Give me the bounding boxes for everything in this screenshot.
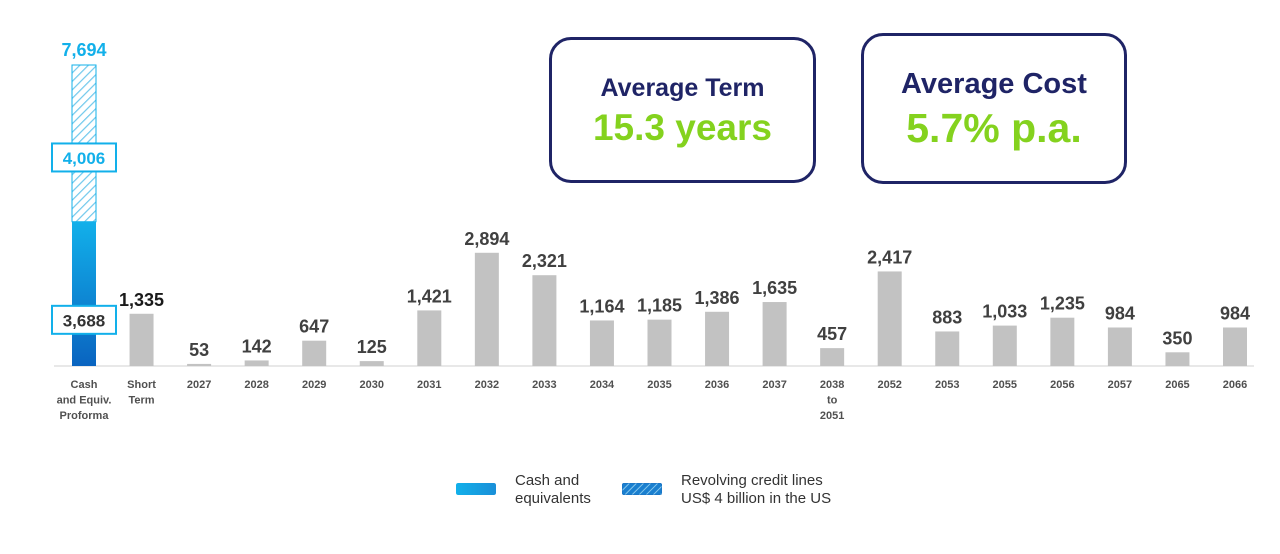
bar-value-label: 457	[817, 324, 847, 344]
x-tick-label: 2034	[590, 379, 615, 391]
bar-2038-to-2051	[820, 348, 845, 366]
bar-2028	[244, 360, 269, 366]
bar-value-label: 350	[1162, 328, 1192, 348]
bar-2066	[1223, 327, 1247, 366]
bar-value-label: 984	[1105, 304, 1135, 324]
x-tick-label: 2056	[1050, 379, 1074, 391]
bar-value-label: 2,894	[464, 229, 509, 249]
x-tick-label: 2031	[417, 379, 441, 391]
x-tick-label: 2065	[1165, 379, 1189, 391]
average-term-value: 15.3 years	[592, 107, 772, 148]
bar-value-label: 1,185	[637, 296, 682, 316]
bar-value-label: 1,635	[752, 278, 797, 298]
bar-2055	[992, 325, 1017, 366]
x-tick-label: 2055	[993, 379, 1017, 391]
bar-value-label: 883	[932, 307, 962, 327]
bar-value-label: 1,421	[407, 286, 452, 306]
bar-2029	[302, 340, 327, 366]
bar-2065	[1165, 352, 1190, 366]
legend: Cash and equivalents Revolving credit li…	[0, 472, 1280, 522]
bar-2036	[705, 311, 730, 366]
bar-2032	[474, 252, 499, 366]
x-tick-label: 2032	[475, 379, 499, 391]
legend-revolving-line1: Revolving credit lines	[681, 472, 823, 489]
x-tick-label: 2051	[820, 410, 844, 422]
x-tick-label: Short	[127, 379, 156, 391]
revolving-value-label-box	[51, 142, 117, 173]
average-cost-label: Average Cost	[901, 68, 1087, 100]
x-tick-label: 2033	[532, 379, 556, 391]
x-tick-label: 2035	[647, 379, 671, 391]
legend-cash-text: Cash and equivalents	[515, 472, 591, 508]
bar-value-label: 2,417	[867, 247, 912, 267]
bar-2057	[1107, 327, 1132, 366]
x-tick-label: and Equiv.	[57, 395, 112, 407]
x-tick-label: 2066	[1223, 379, 1247, 391]
x-tick-label: Proforma	[60, 410, 110, 422]
revolving-value-label: 4,006	[63, 149, 106, 168]
bar-value-label: 1,033	[982, 302, 1027, 322]
x-tick-label: 2053	[935, 379, 959, 391]
bar-value-label: 1,335	[119, 290, 164, 310]
x-tick-label: Term	[129, 395, 155, 407]
bar-value-label: 1,164	[579, 296, 624, 316]
bar-2037	[762, 302, 787, 366]
bar-value-label: 2,321	[522, 251, 567, 271]
x-tick-label: 2036	[705, 379, 729, 391]
x-tick-label: 2037	[762, 379, 786, 391]
bar-2056	[1050, 317, 1075, 366]
bar-2035	[647, 319, 672, 366]
bar-value-label: 647	[299, 317, 329, 337]
x-tick-label: 2030	[360, 379, 384, 391]
x-tick-label: 2052	[877, 379, 901, 391]
bar-cash-equivalents	[72, 221, 96, 366]
x-tick-label: to	[827, 395, 838, 407]
bar-value-label: 142	[242, 336, 272, 356]
bar-value-label: 984	[1220, 304, 1250, 324]
bar-2033	[532, 275, 557, 366]
bar-2030	[359, 361, 384, 366]
bar-short-term	[129, 313, 154, 366]
x-tick-label: 2038	[820, 379, 844, 391]
legend-cash-swatch	[456, 483, 496, 495]
legend-revolving-line2: US$ 4 billion in the US	[681, 490, 832, 507]
bar-value-label: 1,386	[695, 288, 740, 308]
cash-value-label-box	[51, 304, 117, 335]
x-tick-label: Cash	[71, 379, 98, 391]
x-tick-label: 2029	[302, 379, 326, 391]
legend-cash-line1: Cash and	[515, 472, 580, 489]
x-tick-label: 2057	[1108, 379, 1132, 391]
average-term-label: Average Term	[600, 74, 765, 102]
legend-revolving-swatch	[622, 483, 662, 495]
average-cost-box: Average Cost 5.7% p.a.	[861, 33, 1127, 184]
average-cost-value: 5.7% p.a.	[906, 105, 1082, 151]
cash-total-label: 7,694	[61, 40, 106, 60]
cash-value-label: 3,688	[63, 311, 106, 330]
legend-revolving-text: Revolving credit lines US$ 4 billion in …	[681, 472, 831, 508]
bar-2053	[935, 331, 960, 366]
bar-value-label: 1,235	[1040, 294, 1085, 314]
bar-2027	[187, 363, 212, 366]
bar-2031	[417, 310, 442, 366]
average-term-box: Average Term 15.3 years	[549, 37, 816, 183]
x-tick-label: 2027	[187, 379, 211, 391]
bar-value-label: 53	[189, 340, 209, 360]
bar-2052	[877, 271, 902, 366]
bar-2034	[589, 320, 614, 366]
legend-cash-line2: equivalents	[515, 490, 591, 507]
bar-value-label: 125	[357, 337, 387, 357]
x-tick-label: 2028	[244, 379, 268, 391]
